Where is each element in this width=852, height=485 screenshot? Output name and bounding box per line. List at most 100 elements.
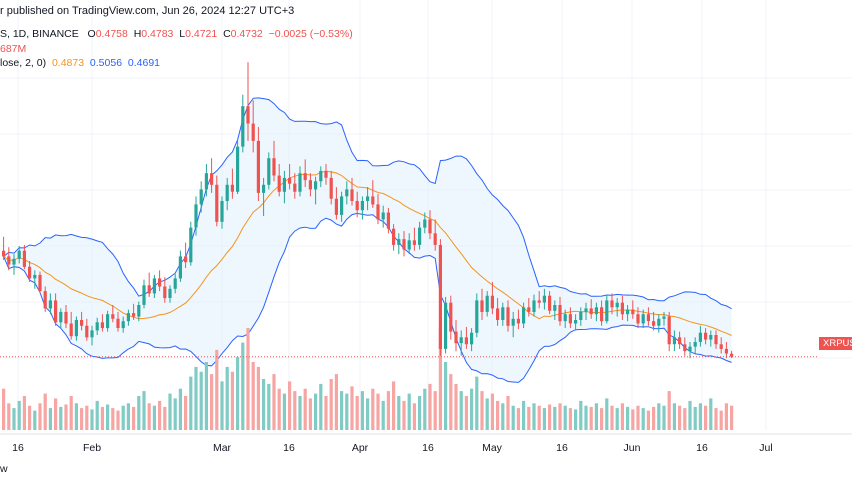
candle-113 bbox=[589, 299, 593, 319]
candle-body-18 bbox=[95, 322, 99, 331]
volume-bar-41 bbox=[215, 349, 219, 430]
volume-bar-93 bbox=[485, 398, 489, 430]
candle-61 bbox=[319, 166, 323, 188]
volume-bar-61 bbox=[319, 383, 323, 430]
volume-bar-13 bbox=[69, 396, 73, 430]
volume-bar-121 bbox=[631, 409, 635, 430]
symbol-info: S, 1D, BINANCE bbox=[0, 28, 79, 40]
candle-25 bbox=[132, 303, 136, 320]
volume-bar-10 bbox=[54, 398, 58, 430]
candle-body-99 bbox=[516, 318, 520, 324]
candle-body-77 bbox=[402, 239, 406, 250]
volume-bar-113 bbox=[589, 406, 593, 430]
candle-79 bbox=[412, 227, 416, 251]
volume-bar-137 bbox=[714, 408, 718, 430]
candle-100 bbox=[522, 302, 526, 329]
candle-18 bbox=[95, 317, 99, 335]
volume-bar-101 bbox=[527, 406, 531, 430]
candle-115 bbox=[600, 300, 604, 326]
candle-133 bbox=[693, 337, 697, 354]
candle-body-104 bbox=[542, 295, 546, 303]
volume-bar-139 bbox=[724, 403, 728, 430]
bollinger-fill bbox=[3, 97, 732, 383]
candle-body-87 bbox=[454, 331, 458, 344]
volume-bar-48 bbox=[251, 362, 255, 430]
candle-body-49 bbox=[256, 140, 260, 193]
candle-body-45 bbox=[236, 146, 240, 192]
volume-bar-68 bbox=[355, 396, 359, 430]
candle-body-94 bbox=[490, 295, 494, 309]
volume-bar-7 bbox=[38, 403, 42, 430]
candle-41 bbox=[215, 175, 219, 227]
candle-body-10 bbox=[54, 300, 58, 323]
bollinger-legend: lose, 2, 0) 0.4873 0.5056 0.4691 bbox=[0, 57, 160, 69]
volume-bar-132 bbox=[688, 400, 692, 430]
candle-137 bbox=[714, 330, 718, 349]
candle-71 bbox=[371, 180, 375, 208]
low-label: L bbox=[179, 28, 186, 40]
volume-bar-84 bbox=[438, 328, 442, 430]
candle-49 bbox=[256, 127, 260, 201]
volume-bar-15 bbox=[80, 408, 84, 430]
candle-112 bbox=[584, 302, 588, 320]
candle-15 bbox=[80, 311, 84, 331]
volume-bar-29 bbox=[152, 405, 156, 430]
volume-bar-127 bbox=[662, 405, 666, 430]
volume-bar-105 bbox=[548, 404, 552, 430]
candle-body-119 bbox=[620, 302, 624, 315]
volume-bar-110 bbox=[574, 409, 578, 430]
volume-bar-122 bbox=[636, 405, 640, 430]
candle-83 bbox=[433, 219, 437, 251]
candle-58 bbox=[303, 159, 307, 188]
candle-73 bbox=[381, 205, 385, 228]
candle-0 bbox=[2, 236, 6, 260]
candle-body-26 bbox=[137, 305, 141, 317]
candle-body-109 bbox=[568, 314, 572, 324]
candle-7 bbox=[38, 271, 42, 294]
candle-body-100 bbox=[522, 307, 526, 324]
candle-body-101 bbox=[527, 307, 531, 312]
volume-bar-42 bbox=[220, 381, 224, 430]
candle-124 bbox=[646, 307, 650, 326]
volume-bar-17 bbox=[90, 409, 94, 430]
candle-body-66 bbox=[345, 189, 349, 197]
volume-bar-3 bbox=[17, 400, 21, 430]
candle-body-91 bbox=[475, 300, 479, 333]
candle-127 bbox=[662, 311, 666, 326]
candle-33 bbox=[173, 273, 177, 294]
candle-20 bbox=[106, 310, 110, 332]
volume-bar-73 bbox=[381, 400, 385, 430]
volume-bar-16 bbox=[85, 405, 89, 430]
candle-body-56 bbox=[293, 183, 297, 192]
candle-109 bbox=[568, 307, 572, 329]
volume-bar-32 bbox=[168, 393, 172, 430]
volume-bar-88 bbox=[459, 391, 463, 430]
volume-bar-82 bbox=[428, 383, 432, 430]
candle-body-78 bbox=[407, 240, 411, 250]
candle-56 bbox=[293, 173, 297, 199]
candle-body-33 bbox=[173, 278, 177, 289]
candle-body-76 bbox=[397, 239, 401, 245]
candle-8 bbox=[43, 286, 47, 312]
candle-65 bbox=[340, 191, 344, 222]
bollinger-lower-line bbox=[3, 212, 732, 383]
volume-bar-60 bbox=[314, 393, 318, 430]
candle-body-38 bbox=[199, 189, 203, 205]
candle-body-12 bbox=[64, 311, 68, 324]
volume-bar-129 bbox=[672, 403, 676, 430]
volume-bar-103 bbox=[537, 405, 541, 430]
volume-bar-116 bbox=[605, 398, 609, 430]
volume-bar-135 bbox=[704, 405, 708, 430]
candle-95 bbox=[496, 298, 500, 326]
candle-body-82 bbox=[428, 219, 432, 234]
candle-66 bbox=[345, 181, 349, 205]
candle-3 bbox=[17, 246, 21, 264]
candle-34 bbox=[178, 250, 182, 282]
volume-bar-95 bbox=[496, 400, 500, 430]
candle-43 bbox=[225, 177, 229, 211]
candle-body-67 bbox=[350, 189, 354, 201]
candle-body-21 bbox=[111, 314, 115, 319]
candle-body-124 bbox=[646, 314, 650, 322]
candle-96 bbox=[501, 302, 505, 326]
